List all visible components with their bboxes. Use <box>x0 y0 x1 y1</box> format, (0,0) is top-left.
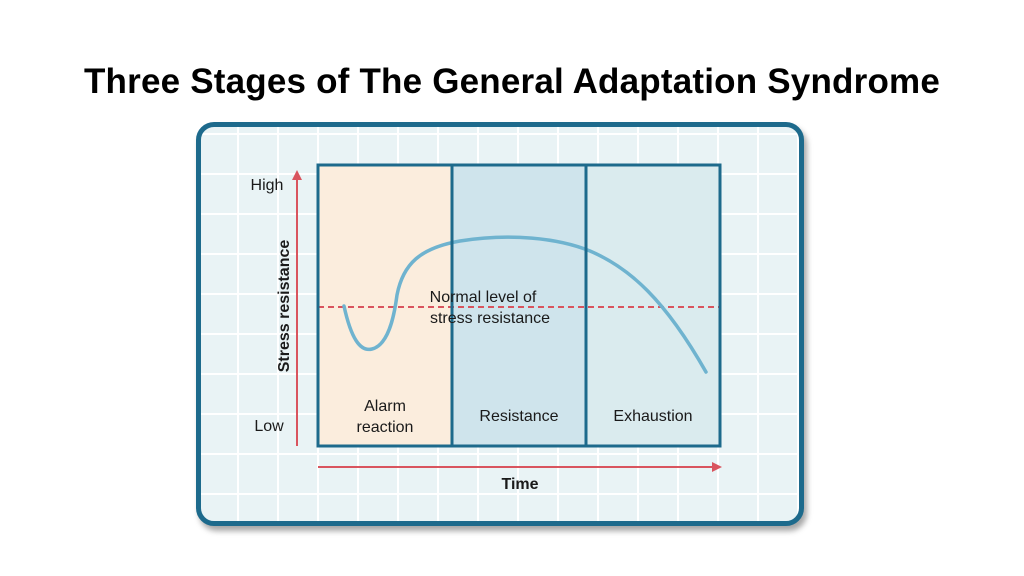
stage-label-resistance: Resistance <box>479 408 558 425</box>
stage-panel-resistance <box>452 165 586 446</box>
y-axis-label: Stress resistance <box>276 240 293 373</box>
normal-level-label-line2: stress resistance <box>430 310 550 327</box>
stage-panel-alarm <box>318 165 452 446</box>
y-axis-high-label: High <box>251 177 284 194</box>
stress-resistance-curve <box>342 235 708 374</box>
stage-label-alarm-line1: Alarm <box>364 398 406 415</box>
normal-level-label-line1: Normal level of <box>430 289 537 306</box>
x-axis-label: Time <box>501 476 538 493</box>
y-axis-low-label: Low <box>254 418 284 435</box>
stage-panel-exhaustion <box>586 165 720 446</box>
stage-frame <box>316 163 722 448</box>
stage-label-exhaustion: Exhaustion <box>613 408 692 425</box>
stage-label-alarm-line2: reaction <box>357 419 414 436</box>
slide-title: Three Stages of The General Adaptation S… <box>83 62 941 101</box>
